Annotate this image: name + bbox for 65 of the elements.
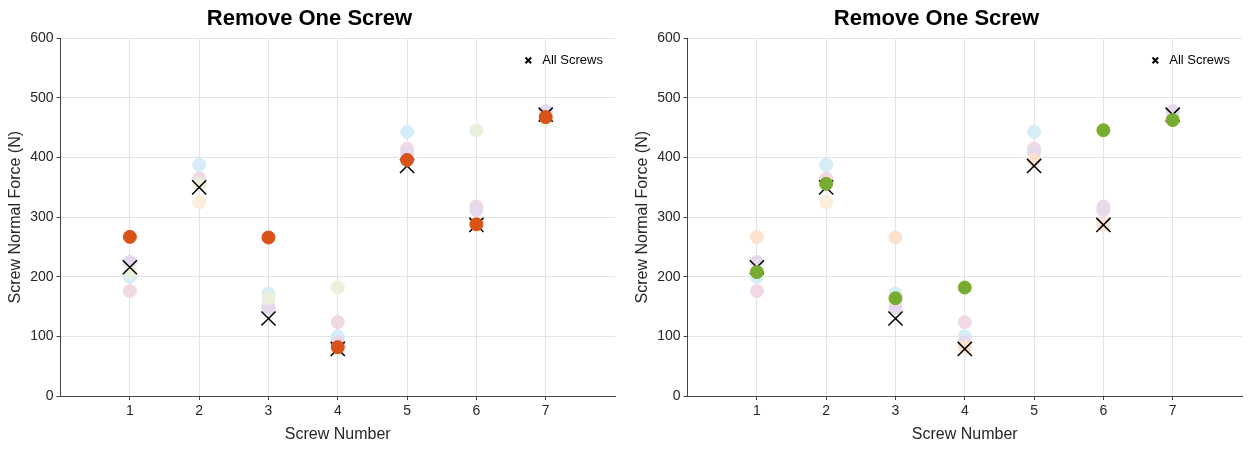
x-tick-label: 3 xyxy=(891,402,900,419)
point xyxy=(819,195,834,210)
legend-label: All Screws xyxy=(1169,51,1231,67)
y-tick-label: 200 xyxy=(657,267,681,284)
legend-label: All Screws xyxy=(542,51,604,67)
point xyxy=(1096,123,1111,138)
chart-title: Remove One Screw xyxy=(206,5,414,31)
x-tick-label: 6 xyxy=(472,402,481,419)
y-tick-label: 600 xyxy=(30,29,54,46)
y-tick-label: 400 xyxy=(30,148,54,165)
x-axis-title: Screw Number xyxy=(911,424,1019,442)
y-tick-label: 400 xyxy=(657,148,681,165)
y-tick-label: 200 xyxy=(30,267,54,284)
point xyxy=(957,315,972,330)
y-tick-label: 100 xyxy=(657,327,681,344)
x-tick-label: 2 xyxy=(822,402,831,419)
chart-title: Remove One Screw xyxy=(833,5,1041,31)
x-tick-label: 2 xyxy=(195,402,204,419)
point xyxy=(749,229,764,244)
y-tick-label: 300 xyxy=(657,208,681,225)
point xyxy=(261,230,276,245)
y-tick-label: 0 xyxy=(672,386,681,403)
y-tick-label: 500 xyxy=(30,88,54,105)
x-tick-label: 3 xyxy=(264,402,273,419)
point xyxy=(400,124,415,139)
point xyxy=(330,280,345,295)
y-axis-title: Screw Normal Force (N) xyxy=(633,130,651,304)
x-tick-label: 1 xyxy=(125,402,134,419)
x-tick-label: 5 xyxy=(403,402,412,419)
y-tick-label: 100 xyxy=(30,327,54,344)
y-axis-title: Screw Normal Force (N) xyxy=(6,130,24,304)
point xyxy=(192,157,207,172)
point xyxy=(191,179,207,196)
x-tick-label: 4 xyxy=(333,402,342,419)
point xyxy=(819,157,834,172)
x-tick-label: 1 xyxy=(752,402,761,419)
point xyxy=(469,123,484,138)
point xyxy=(122,259,138,276)
point xyxy=(749,284,764,299)
point xyxy=(887,310,904,327)
point xyxy=(1026,158,1042,174)
point xyxy=(1027,124,1042,139)
x-tick-label: 4 xyxy=(960,402,969,419)
x-tick-label: 7 xyxy=(1168,402,1177,419)
point xyxy=(1096,203,1111,218)
point xyxy=(400,152,415,167)
point xyxy=(192,195,207,210)
y-tick-label: 600 xyxy=(657,29,681,46)
y-tick-label: 300 xyxy=(30,208,54,225)
point xyxy=(749,265,764,280)
point xyxy=(330,315,345,330)
point xyxy=(957,280,972,295)
point xyxy=(469,203,484,218)
x-tick-label: 6 xyxy=(1099,402,1108,419)
y-tick-label: 0 xyxy=(45,386,54,403)
point xyxy=(819,176,834,191)
point xyxy=(261,291,276,306)
point xyxy=(260,310,277,327)
x-tick-label: 5 xyxy=(1030,402,1039,419)
x-tick-label: 7 xyxy=(541,402,550,419)
point xyxy=(122,284,137,299)
y-tick-label: 500 xyxy=(657,88,681,105)
x-axis-title: Screw Number xyxy=(284,424,392,442)
point xyxy=(888,230,903,245)
point xyxy=(122,229,137,244)
